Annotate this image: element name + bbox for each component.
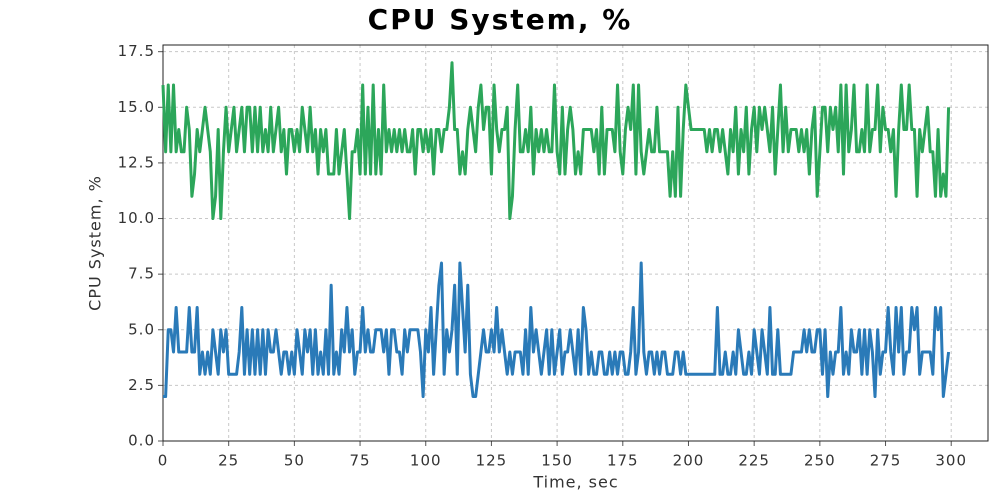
y-tick-label: 17.5 bbox=[118, 42, 155, 60]
x-tick-label: 300 bbox=[935, 452, 967, 470]
y-tick-label: 5.0 bbox=[128, 320, 155, 338]
y-axis-label: CPU System, % bbox=[86, 175, 105, 311]
x-tick-label: 125 bbox=[476, 452, 508, 470]
x-tick-label: 250 bbox=[804, 452, 836, 470]
y-tick-label: 7.5 bbox=[128, 265, 155, 283]
x-tick-label: 25 bbox=[218, 452, 239, 470]
x-axis-label: Time, sec bbox=[532, 473, 618, 492]
x-tick-label: 225 bbox=[738, 452, 770, 470]
series-line bbox=[161, 61, 951, 221]
y-tick-label: 12.5 bbox=[118, 153, 155, 171]
chart-title: CPU System, % bbox=[368, 3, 633, 36]
y-tick-label: 15.0 bbox=[118, 98, 155, 116]
y-tick-label: 2.5 bbox=[128, 376, 155, 394]
series-line bbox=[163, 261, 951, 399]
x-tick-label: 100 bbox=[410, 452, 442, 470]
x-tick-label: 50 bbox=[284, 452, 305, 470]
y-tick-label: 0.0 bbox=[128, 432, 155, 450]
plot-frame bbox=[162, 44, 989, 442]
x-tick-label: 150 bbox=[541, 452, 573, 470]
x-tick-label: 0 bbox=[158, 452, 169, 470]
x-tick-label: 75 bbox=[350, 452, 371, 470]
x-tick-label: 200 bbox=[673, 452, 705, 470]
x-tick-label: 275 bbox=[870, 452, 902, 470]
x-tick-label: 175 bbox=[607, 452, 639, 470]
y-tick-label: 10.0 bbox=[118, 209, 155, 227]
